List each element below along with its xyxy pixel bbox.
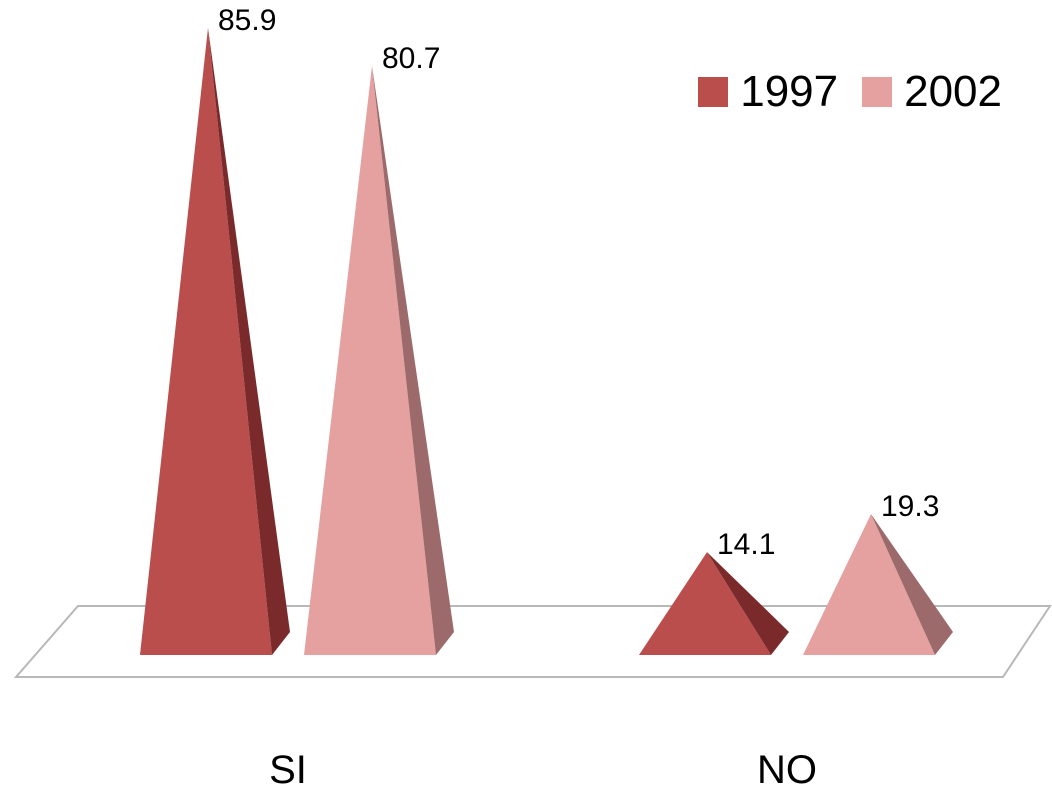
pyramid-side-si-1997 [208, 27, 290, 656]
legend-label-2002: 2002 [904, 67, 1002, 116]
pyramid-side-si-2002 [372, 65, 454, 655]
category-label-si: SI [269, 748, 307, 792]
pyramid-no-1997 [639, 552, 771, 655]
legend-entry-1997: 1997 [698, 70, 838, 114]
pyramid-side-no-1997 [707, 552, 789, 655]
pyramid-si-2002 [304, 65, 436, 655]
data-label-si-1997: 85.9 [218, 4, 276, 37]
pyramid-si-1997 [140, 27, 272, 656]
legend-label-1997: 1997 [740, 67, 839, 116]
chart-marks: 85.9 80.7 14.1 19.3 [140, 4, 953, 656]
data-label-si-2002: 80.7 [382, 42, 440, 75]
data-label-no-2002: 19.3 [881, 490, 939, 523]
pyramid-no-2002 [803, 514, 935, 655]
pyramid-side-no-2002 [871, 514, 953, 655]
legend-swatch-1997 [698, 77, 729, 107]
category-label-no: NO [757, 748, 817, 792]
legend-swatch-2002 [862, 77, 893, 107]
legend: 1997 2002 [698, 70, 1002, 114]
data-label-no-1997: 14.1 [717, 528, 775, 561]
legend-entry-2002: 2002 [862, 70, 1002, 114]
